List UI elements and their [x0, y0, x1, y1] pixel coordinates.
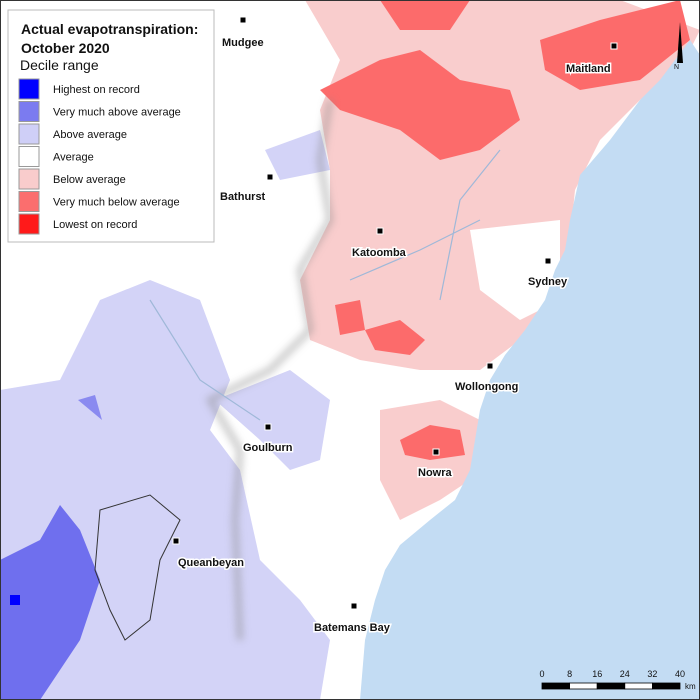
legend-swatch [18, 146, 40, 167]
place-marker [610, 42, 618, 50]
place-marker [264, 423, 272, 431]
scale-label: 32 [647, 669, 657, 679]
north-arrow-shape [677, 22, 683, 63]
place-label: Wollongong [455, 381, 518, 393]
region-much-above [0, 505, 100, 700]
scale-segment [541, 682, 571, 690]
scale-label: 0 [539, 669, 544, 679]
place-marker [376, 227, 384, 235]
north-arrow [677, 22, 683, 63]
region-much-below [365, 320, 425, 355]
legend-label: Highest on record [53, 84, 140, 96]
north-label: N [674, 64, 679, 71]
scale-segment [652, 682, 681, 690]
legend-title: October 2020 [21, 40, 110, 56]
legend-swatch [18, 123, 40, 145]
place-marker [172, 537, 180, 545]
region-above [215, 370, 330, 470]
legend-box [7, 9, 215, 243]
place-marker [544, 257, 552, 265]
place-label: Queanbeyan [178, 557, 244, 569]
legend-label: Below average [53, 174, 126, 186]
place-marker [350, 602, 358, 610]
legend-label: Lowest on record [53, 219, 137, 231]
place-label: Sydney [528, 276, 568, 288]
scale-unit: km [685, 682, 696, 691]
region-highest [10, 595, 20, 605]
region-much-below [400, 425, 465, 460]
act-border [94, 494, 181, 641]
legend: Actual evapotranspiration: October 2020De… [7, 9, 215, 243]
place-marker [486, 362, 494, 370]
scale-label: 8 [567, 669, 572, 679]
scale-segment [569, 682, 598, 690]
place-label: Mudgee [222, 37, 264, 49]
scale-segment [596, 682, 626, 690]
legend-title: Actual evapotranspiration: [21, 21, 198, 37]
scale-label: 24 [620, 669, 630, 679]
place-label: Batemans Bay [314, 622, 391, 634]
place-marker [266, 173, 274, 181]
place-label: Nowra [418, 467, 453, 479]
river [149, 149, 501, 421]
region-much-below [320, 50, 520, 160]
legend-label: Above average [53, 129, 127, 141]
region-much-below [335, 300, 365, 335]
place-marker [239, 16, 247, 24]
place-marker [432, 448, 440, 456]
scale-segment [624, 682, 653, 690]
place-label: Goulburn [243, 442, 293, 454]
scale-label: 16 [592, 669, 602, 679]
legend-label: Average [53, 152, 94, 164]
legend-swatch [18, 213, 40, 235]
place-label: Katoomba [352, 247, 407, 259]
legend-label: Very much above average [53, 107, 181, 119]
place-label: Bathurst [220, 191, 266, 203]
scale-label: 40 [675, 669, 685, 679]
escarpment [205, 99, 334, 641]
legend-label: Very much below average [53, 197, 180, 209]
place-label: Maitland [566, 63, 611, 75]
legend-swatch [18, 191, 40, 212]
legend-swatch [18, 101, 40, 122]
region-much-below [380, 0, 470, 30]
region-average [470, 220, 560, 320]
region-much-above [78, 395, 102, 420]
legend-swatch [18, 168, 40, 190]
ocean [360, 40, 700, 700]
legend-subtitle: Decile range [20, 57, 99, 73]
legend-swatch [18, 78, 40, 100]
region-above [265, 130, 330, 180]
